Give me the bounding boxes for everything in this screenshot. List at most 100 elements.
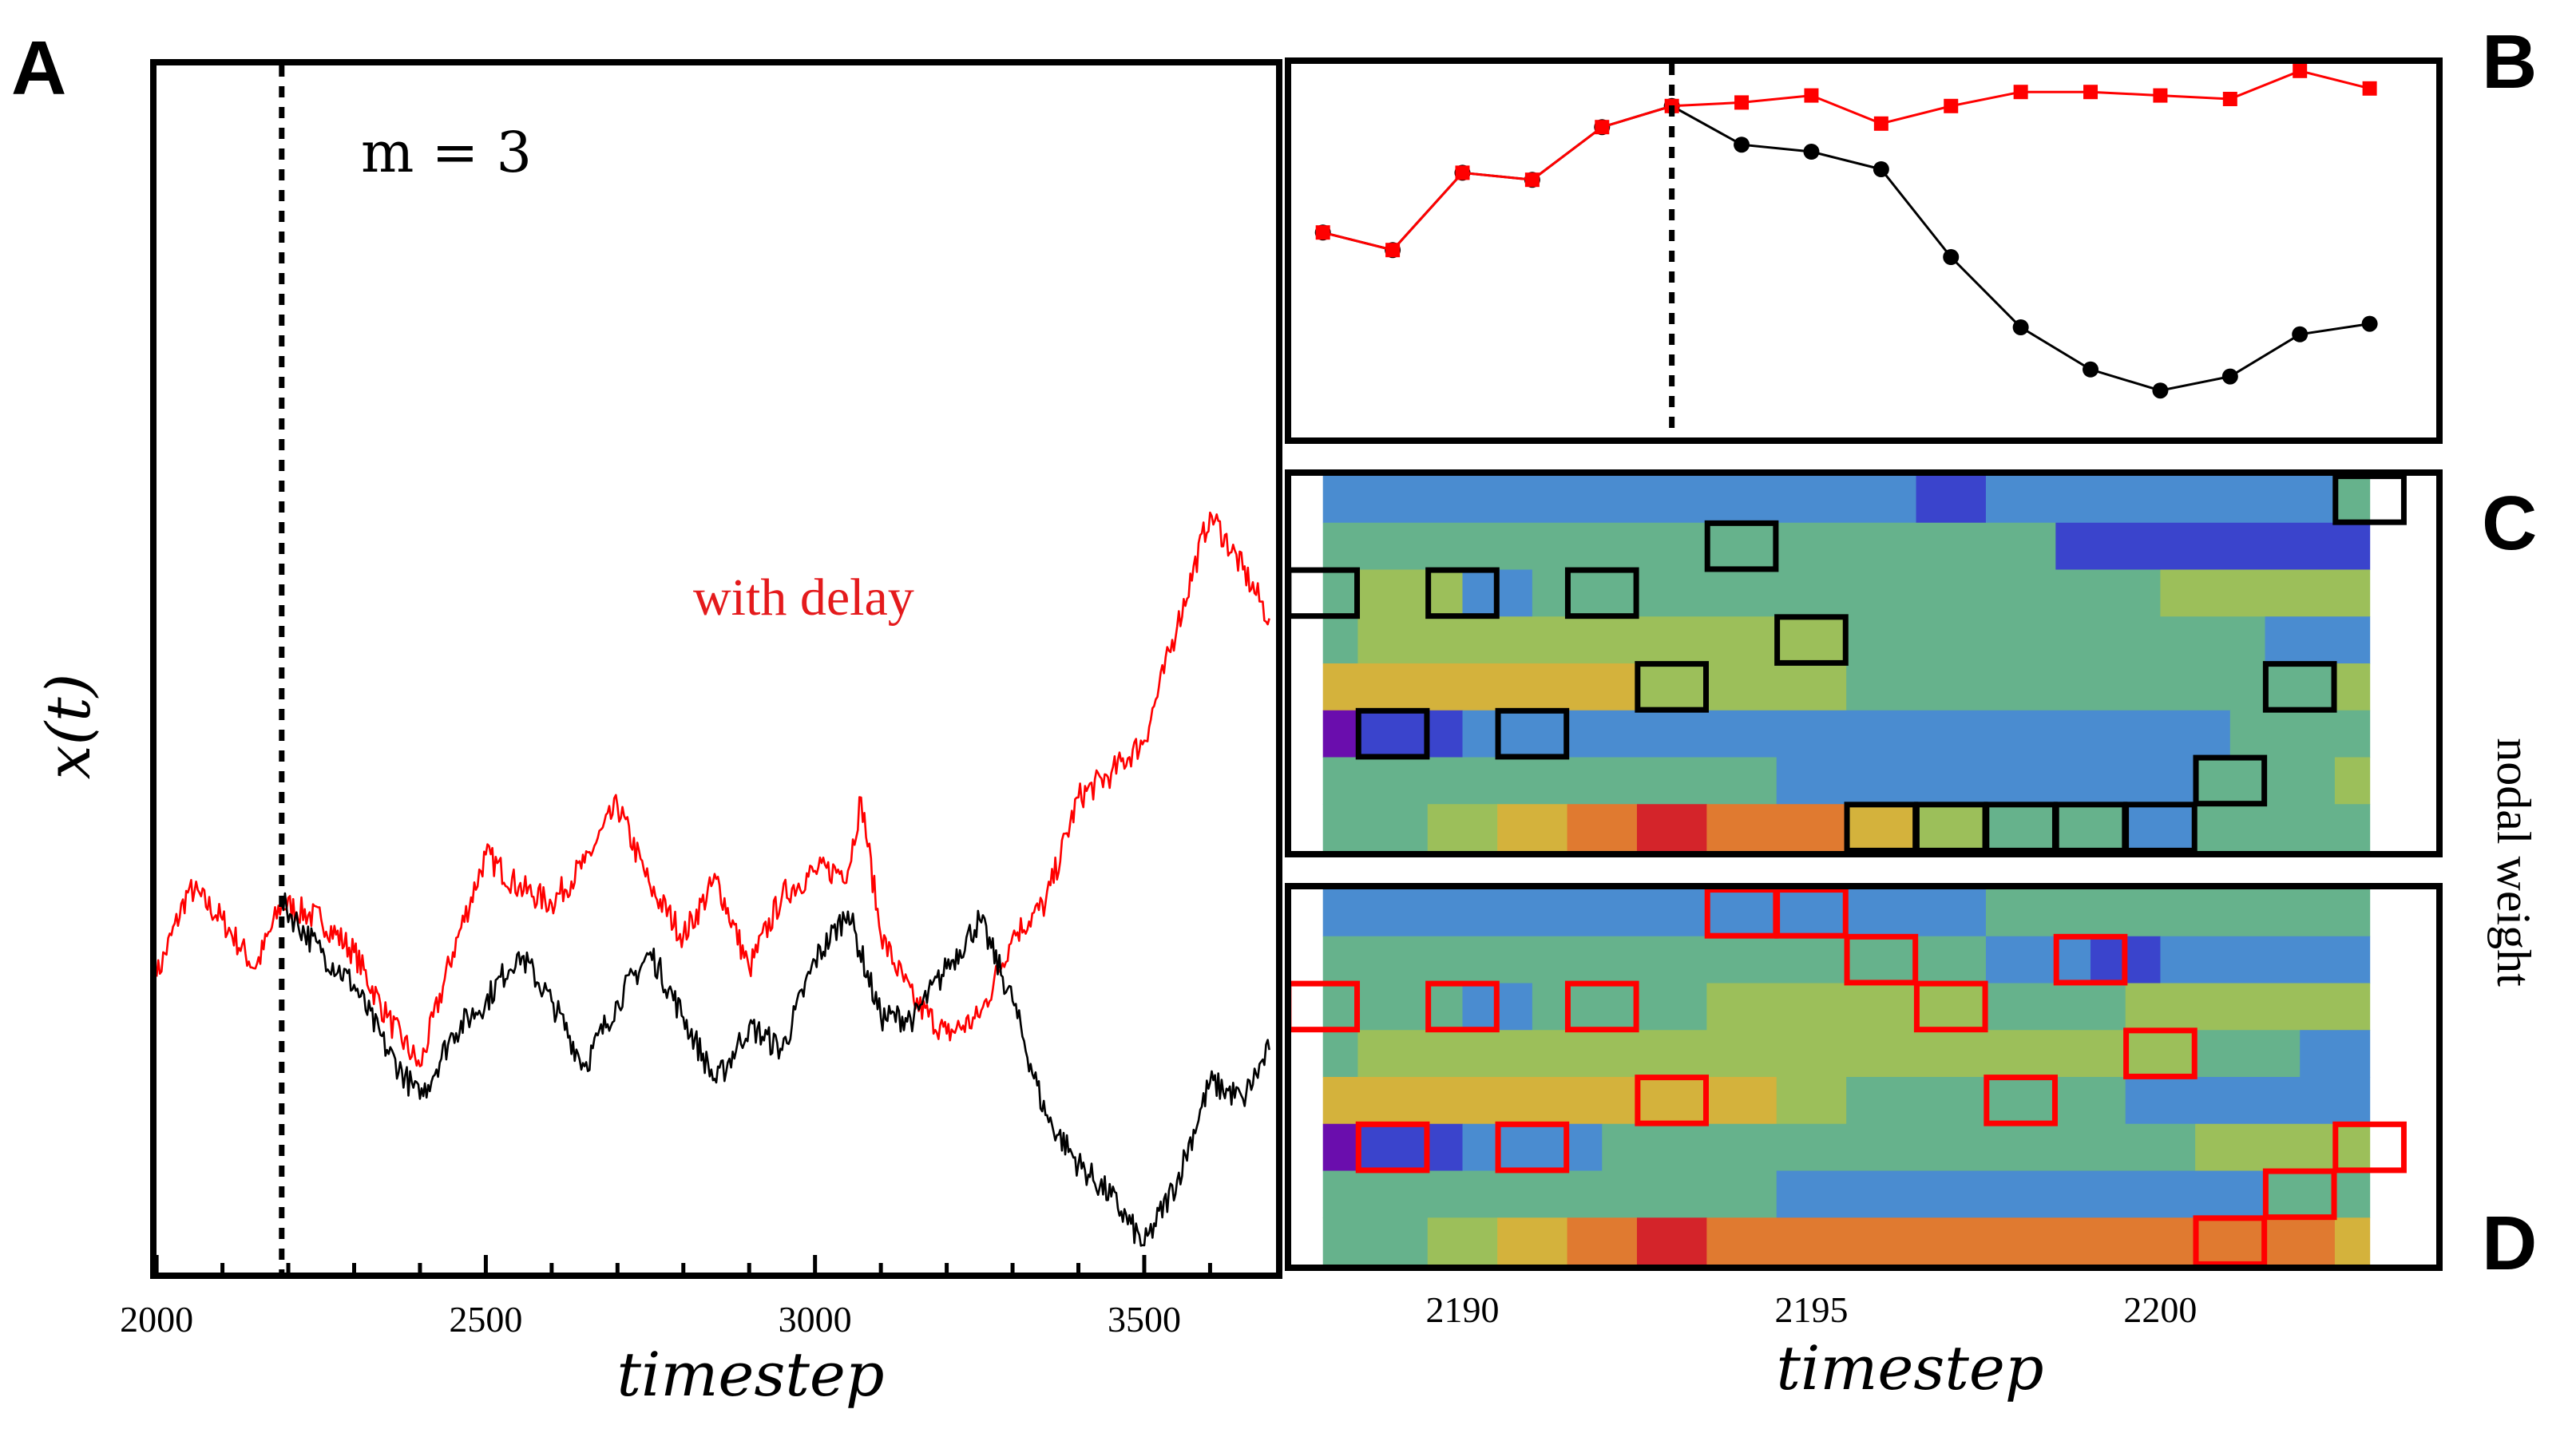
panel-d-highlight-box (1913, 980, 1988, 1033)
panel-c-cell (1357, 569, 1464, 617)
panel-d-cell (1322, 1077, 1777, 1125)
panel-d-cell (2334, 1217, 2371, 1265)
panel-a-series-original (280, 892, 1270, 1247)
panel-b-point-original (2221, 368, 2238, 385)
panel-a-x-tick-label: 2500 (449, 1299, 522, 1340)
panel-d-highlight-box (2123, 1027, 2198, 1079)
panel-a-x-axis-label: timestep (616, 1339, 884, 1410)
panel-c-cell (2055, 522, 2371, 571)
panel-d-heatmap: 2190 2195 2200 timestep nodal weight (1285, 738, 2540, 1403)
panel-c-highlight-box (1704, 520, 1779, 572)
panel-c-highlight-box (1774, 614, 1849, 666)
panel-d-highlight-box (1984, 1075, 2058, 1126)
panel-d-cell (1322, 936, 1987, 984)
panel-b-point-with-delay (2083, 85, 2098, 100)
panel-d-highlight-box (1355, 1121, 1430, 1174)
panel-c-frame (1285, 469, 2443, 857)
panel-c-cell (1567, 804, 1638, 852)
panel-d-cell (1985, 936, 2091, 984)
panel-cd-y-axis-label: nodal weight (2487, 738, 2540, 987)
panel-c-cell (1462, 710, 2231, 758)
panel-c-highlight-box (1635, 661, 1709, 713)
panel-b-point-original (1803, 144, 1820, 160)
panel-c-highlight-box (2193, 754, 2268, 807)
panel-c-highlight-box (2332, 473, 2407, 525)
panel-c-cell (1427, 804, 1498, 852)
panel-a-x-tick-label: 2000 (120, 1299, 193, 1340)
panel-d-x-tick-label: 2195 (1774, 1289, 1848, 1330)
panel-c-cell (1322, 522, 2056, 571)
panel-c-highlight-box (1425, 567, 1500, 619)
panel-b-point-original (1943, 249, 1960, 265)
panel-a-y-axis-label: x(t) (33, 674, 104, 780)
panel-b-point-with-delay (2362, 81, 2377, 96)
panel-c-heatmap (1285, 469, 2443, 857)
panel-d-cell (2300, 1030, 2371, 1078)
panel-c-cell (1322, 476, 1917, 524)
panel-letter-a: A (11, 26, 66, 111)
panel-b-point-original (1873, 161, 1889, 177)
panel-b-point-with-delay (1524, 172, 1540, 188)
panel-letter-d: D (2482, 1201, 2537, 1286)
panel-d-highlight-box (1495, 1121, 1570, 1174)
panel-d-cell (1985, 983, 2126, 1031)
panel-a-series-with-delay (155, 511, 1270, 1067)
panel-c-cell (2334, 663, 2371, 711)
panel-d-highlight-box (2332, 1121, 2407, 1174)
panel-b-point-original (2152, 382, 2169, 399)
panel-d-highlight-box (2262, 1168, 2337, 1221)
panel-c-cell (2334, 757, 2371, 805)
panel-a-series-label: with delay (693, 568, 914, 627)
panel-d-highlight-box (1635, 1075, 1709, 1126)
panel-d-cell (1322, 1123, 1358, 1172)
panel-d-cell (2160, 936, 2371, 984)
panel-b-point-with-delay (1595, 120, 1610, 135)
panel-c-highlight-box (1564, 567, 1639, 619)
panel-a-x-tick-label: 3000 (779, 1299, 852, 1340)
panel-a-x-tick-label: 3500 (1108, 1299, 1181, 1340)
panel-b-point-original (2012, 319, 2029, 335)
panel-d-cell (1776, 1077, 1847, 1125)
panel-c-cell (1322, 663, 1638, 711)
panel-c-cell (1322, 616, 1358, 664)
panel-d-highlight-box (1774, 887, 1849, 939)
panel-b-point-with-delay (1944, 98, 1959, 113)
panel-d-cell (1985, 889, 2371, 937)
panel-c-cell (1636, 663, 1847, 711)
panel-c-cell (1497, 804, 1568, 852)
panel-b-point-with-delay (1873, 116, 1888, 131)
panel-c-cell (2334, 476, 2371, 524)
panel-b-point-original (2292, 326, 2308, 342)
panel-b-point-with-delay (1385, 243, 1401, 258)
panel-b-point-with-delay (1455, 165, 1470, 180)
panel-letter-b: B (2482, 19, 2537, 105)
panel-d-cell (1322, 1217, 1429, 1265)
panel-c-cell (1357, 616, 1847, 664)
panel-d-cell (1322, 1170, 1777, 1218)
panel-d-cell (1567, 1217, 1638, 1265)
panel-d-cell (1636, 1217, 1707, 1265)
panel-d-cell (1497, 1217, 1568, 1265)
panel-c-cell (1846, 804, 1917, 852)
panel-letter-c: C (2482, 481, 2537, 566)
panel-b-point-original (2083, 361, 2099, 378)
panel-d-cell (1776, 1170, 2266, 1218)
panel-b-frame (1285, 57, 2443, 444)
panel-d-x-tick-label: 2190 (1425, 1289, 1499, 1330)
panel-b-point-original (1734, 137, 1750, 153)
panel-d-x-tick-label: 2200 (2123, 1289, 2197, 1330)
panel-d-highlight-box (2053, 933, 2128, 986)
panel-c-cell (1846, 663, 2336, 711)
panel-c-cell (2195, 804, 2371, 852)
panel-c-highlights (1286, 473, 2407, 853)
panel-d-cell (1322, 889, 1987, 937)
panel-d-highlights (1286, 887, 2407, 1267)
panel-c-highlight-box (2262, 661, 2337, 713)
panel-a-x-ticks: 2000 2500 3000 3500 (120, 1255, 1212, 1340)
panel-c-cell (1322, 757, 1777, 805)
panel-d-cell (1427, 1217, 1498, 1265)
panel-d-cell (1706, 1217, 2336, 1265)
panel-d-highlight-box (1844, 933, 1919, 986)
panel-d-highlight-box (1564, 980, 1639, 1033)
